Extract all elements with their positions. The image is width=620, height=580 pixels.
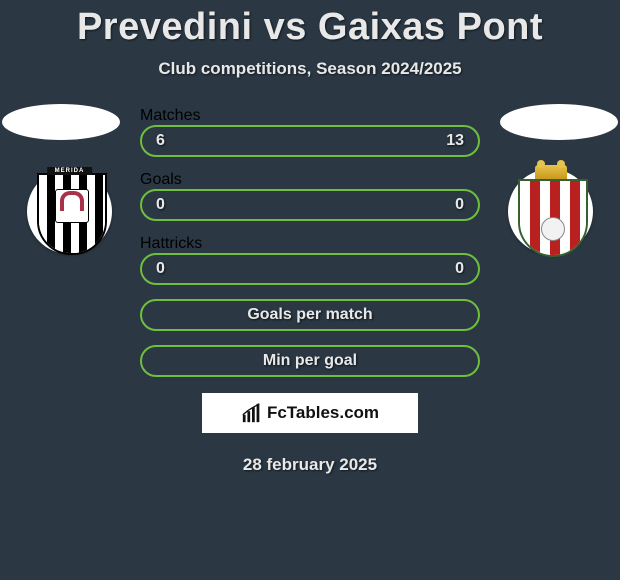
stat-label: Min per goal [263, 352, 357, 370]
stat-row-goals: 00 [140, 189, 480, 221]
stat-label: Goals [140, 171, 182, 188]
stat-right-value: 0 [455, 260, 464, 278]
page-subtitle: Club competitions, Season 2024/2025 [0, 59, 620, 79]
team-left-badge: MERIDA [27, 169, 112, 254]
stat-label: Hattricks [140, 235, 202, 252]
stat-row-min-per-goal: Min per goal [140, 345, 480, 377]
page-title: Prevedini vs Gaixas Pont [0, 6, 620, 49]
comparison-content: MERIDA Matches613Goals00Hattricks00Goals… [0, 107, 620, 475]
stat-row-goals-per-match: Goals per match [140, 299, 480, 331]
stat-left-value: 0 [156, 196, 165, 214]
stat-label: Matches [140, 107, 200, 124]
date-text: 28 february 2025 [0, 455, 620, 475]
watermark-box: FcTables.com [202, 393, 418, 433]
team-right-badge [508, 169, 593, 254]
chart-bars-icon [241, 402, 263, 424]
stat-right-value: 0 [455, 196, 464, 214]
stat-right-value: 13 [446, 132, 464, 150]
stat-left-value: 0 [156, 260, 165, 278]
merida-crest-icon: MERIDA [37, 173, 103, 251]
stat-label: Goals per match [247, 306, 372, 324]
algeciras-crest-icon [518, 171, 584, 253]
watermark-text: FcTables.com [267, 403, 379, 423]
stat-row-matches: 6 13 [140, 125, 480, 157]
stat-rows: Matches613Goals00Hattricks00Goals per ma… [140, 107, 480, 377]
player-left-ellipse [2, 104, 120, 140]
player-right-ellipse [500, 104, 618, 140]
stat-left-value: 6 [156, 132, 165, 150]
stat-row-hattricks: 00 [140, 253, 480, 285]
